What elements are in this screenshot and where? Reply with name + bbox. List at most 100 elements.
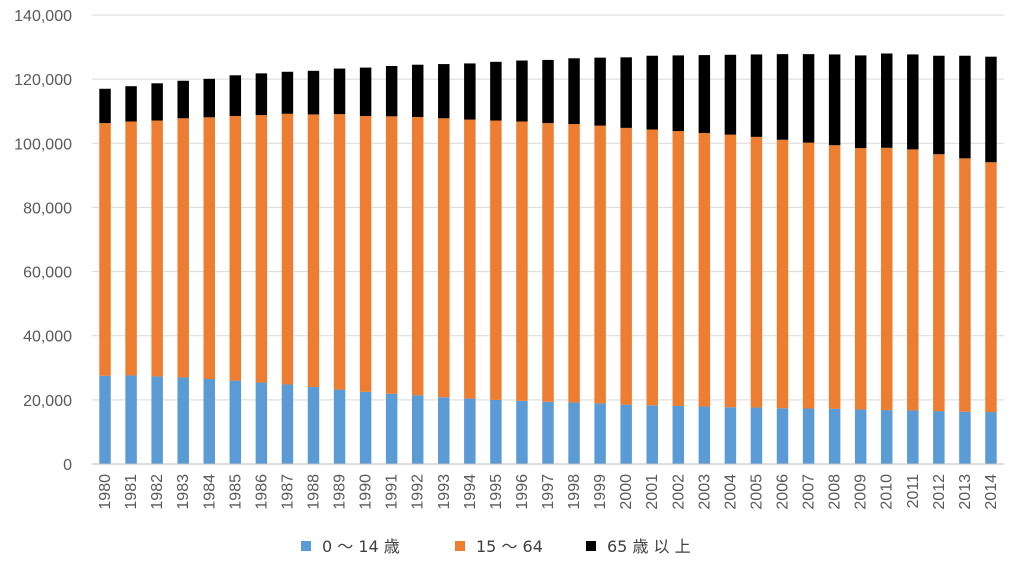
bar-segment-series-1-1997 [542,123,554,402]
bar-segment-series-1-1998 [568,124,580,403]
bar-segment-series-1-2002 [672,131,685,406]
bar-segment-series-1-1985 [229,116,242,381]
bar-segment-series-2-2009 [854,55,867,149]
bar-segment-series-1-2000 [620,127,632,405]
bar-segment-series-0-1992 [411,395,424,464]
x-tick-label: 2013 [957,474,974,510]
x-tick-label: 1993 [436,474,453,510]
x-tick-label: 2002 [670,474,687,510]
x-tick-label: 2004 [722,474,739,510]
bar-segment-series-2-1987 [281,71,294,114]
legend-swatch [455,541,465,551]
bar-segment-series-2-1983 [177,80,189,119]
bar-segment-series-0-1991 [385,393,398,464]
bar-segment-series-2-2013 [959,55,971,159]
bar-segment-series-1-2011 [907,149,919,411]
bar-segment-series-0-1981 [125,375,137,464]
bar-segment-series-2-2010 [881,53,893,148]
bar-segment-series-2-1982 [151,83,163,121]
legend-label: 15 ～ 64 [476,537,543,556]
bar-segment-series-2-1986 [255,73,268,116]
bar-segment-series-1-1996 [516,121,528,401]
bar-segment-series-2-2007 [802,54,815,143]
bar-segment-series-2-2003 [698,55,711,134]
x-tick-label: 1980 [97,474,114,510]
bar-segment-series-1-2001 [646,129,658,406]
bar-segment-series-0-2001 [646,405,658,464]
y-tick-label: 20,000 [23,393,72,410]
bar-segment-series-1-2010 [881,147,893,411]
bar-segment-series-0-1984 [203,379,215,464]
bar-segment-series-2-1994 [464,63,476,120]
bar-segment-series-0-1999 [594,403,606,464]
bar-segment-series-0-2013 [959,411,971,464]
bar-segment-series-1-2013 [959,158,971,412]
bar-segment-series-2-1991 [385,65,398,117]
x-tick-label: 2014 [983,474,1000,510]
bar-segment-series-1-1999 [594,125,606,404]
y-axis-tick-labels: 0 20,000 40,000 60,000 80,000 100,000 120,000 1… [14,8,72,474]
bar-segment-series-0-2006 [776,408,789,464]
bar-segment-series-2-2014 [985,56,997,163]
x-tick-label: 1992 [410,474,427,510]
bar-segment-series-1-1986 [255,115,268,383]
bar-segment-series-1-2006 [776,139,789,409]
bar-segment-series-0-2010 [881,410,893,464]
x-tick-label: 2000 [618,474,635,510]
bar-segment-series-1-2009 [854,148,867,410]
bar-segment-series-0-2012 [933,411,945,464]
legend-label: 65 歳 以 上 [607,537,691,556]
bar-segment-series-0-1988 [307,387,320,464]
bar-segment-series-1-1983 [177,118,189,378]
y-tick-label: 0 [63,457,72,474]
bar-segment-series-2-1992 [411,64,424,117]
x-tick-label: 1994 [462,474,479,510]
bar-segment-series-0-2005 [750,407,763,464]
bar-segment-series-2-1988 [307,70,320,115]
bar-segment-series-2-1996 [516,60,528,122]
bar-segment-series-0-1993 [438,397,450,464]
bar-segment-series-2-2000 [620,57,632,128]
bar-segment-series-1-2007 [802,142,815,409]
x-tick-label: 1999 [592,474,609,510]
bar-segment-series-0-1989 [333,389,346,464]
bar-segment-series-0-1996 [516,400,528,464]
x-tick-label: 1990 [358,474,375,510]
bar-segment-series-2-2004 [724,54,737,135]
legend-label: 0 ～ 14 歳 [322,537,400,556]
y-tick-label: 40,000 [23,329,72,346]
bar-segment-series-0-1987 [281,384,294,464]
bars [99,53,997,464]
bar-segment-series-2-2006 [776,54,789,140]
bar-segment-series-1-2005 [750,136,763,408]
bar-segment-series-0-1994 [464,398,476,464]
x-tick-label: 2010 [879,474,896,510]
bar-segment-series-1-1989 [333,114,346,390]
bar-segment-series-2-2001 [646,55,658,130]
bar-segment-series-0-1982 [151,376,163,464]
x-tick-label: 1991 [384,474,401,510]
y-tick-label: 100,000 [14,136,72,153]
bar-segment-series-0-1986 [255,382,268,464]
bar-segment-series-1-1988 [307,114,320,388]
bar-segment-series-1-1995 [490,120,502,400]
x-tick-label: 1988 [305,474,322,510]
bar-segment-series-0-2003 [698,406,711,464]
x-tick-label: 2005 [748,474,765,510]
bar-segment-series-0-1997 [542,401,554,464]
x-tick-label: 1998 [566,474,583,510]
bar-segment-series-2-1980 [99,88,111,124]
bar-segment-series-2-1999 [594,57,606,126]
bar-segment-series-0-2014 [985,412,997,464]
legend: 0 ～ 14 歳 15 ～ 64 65 歳 以 上 [301,537,691,556]
bar-segment-series-0-2008 [828,408,841,464]
y-tick-label: 60,000 [23,265,72,282]
x-tick-label: 1986 [253,474,270,510]
bar-segment-series-1-1984 [203,117,215,380]
x-axis-tick-labels: 1980 1981 1982 1983 1984 1985 1986 1987 1988 1989… [97,474,1000,510]
bar-segment-series-1-1980 [99,123,111,376]
x-tick-label: 1983 [175,474,192,510]
bar-segment-series-0-1990 [359,391,372,464]
bar-segment-series-0-1998 [568,402,580,464]
